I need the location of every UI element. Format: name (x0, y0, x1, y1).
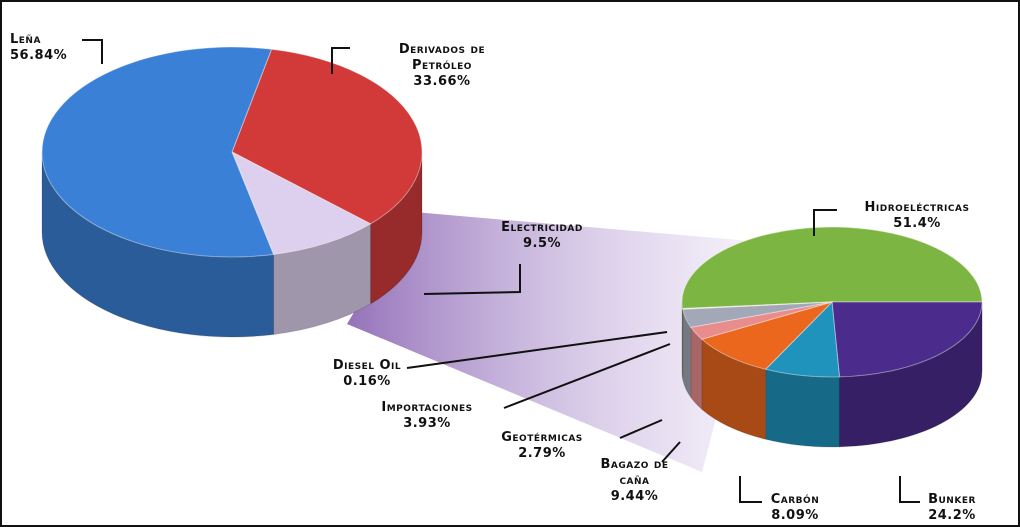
connector (347, 212, 762, 472)
leader-line (739, 476, 762, 503)
category-label: Derivados de Petróleo (398, 42, 486, 73)
pie-slice (689, 301, 833, 340)
category-label: Hidroeléctricas (864, 200, 970, 215)
slice-label: Bagazo de caña 9.44% (597, 457, 672, 505)
value-label: 24.2% (928, 508, 976, 523)
leader-line (813, 209, 837, 236)
pie-slice (681, 226, 983, 310)
pie-slice (231, 48, 423, 225)
pie-slice (700, 300, 834, 370)
value-label: 51.4% (893, 216, 941, 231)
category-label: Geotérmicas (501, 430, 583, 445)
leader-line (619, 419, 663, 439)
pie-slice-side (41, 151, 275, 338)
slice-label: Hidroeléctricas 51.4% (842, 200, 992, 232)
value-label: 9.44% (610, 489, 659, 504)
slice-label: Derivados de Petróleo 33.66% (377, 42, 507, 90)
slice-label: Geotérmicas 2.79% (482, 430, 602, 462)
leader-line (661, 441, 681, 463)
leader-line (899, 476, 920, 503)
pie-slice (41, 46, 275, 258)
value-label: 9.5% (522, 236, 562, 251)
slice-label: Carbón 8.09% (750, 492, 840, 524)
slice-label: Electricidad 9.5% (472, 220, 612, 252)
slice-label: Diesel Oil 0.16% (322, 358, 412, 390)
leader-line (503, 343, 671, 409)
category-label: Diesel Oil (332, 358, 402, 373)
value-label: 3.93% (403, 416, 451, 431)
pie-slice (681, 301, 833, 310)
category-label: Leña (10, 32, 41, 47)
category-label: Bagazo de caña (600, 457, 669, 488)
leader-line (406, 331, 668, 369)
leader-line (331, 47, 350, 74)
pie-slice-side (690, 325, 703, 411)
pie-slice (682, 301, 833, 328)
pie-slice (831, 301, 983, 378)
leader-line (82, 39, 103, 64)
value-label: 8.09% (771, 508, 819, 523)
slice-label: Importaciones 3.93% (352, 400, 502, 432)
leader-line (423, 264, 521, 295)
slice-label: Bunker 24.2% (907, 492, 997, 524)
value-label: 33.66% (413, 74, 471, 89)
category-label: Bunker (928, 492, 976, 507)
pie-slice-side (765, 368, 841, 448)
leader-lines (82, 39, 920, 503)
value-label: 2.79% (518, 446, 566, 461)
value-label: 56.84% (10, 48, 68, 63)
category-label: Electricidad (501, 220, 583, 235)
category-label: Carbón (770, 492, 820, 507)
slice-label: Leña 56.84% (10, 32, 80, 64)
value-label: 0.16% (343, 374, 391, 389)
category-label: Importaciones (381, 400, 473, 415)
pie-slice (231, 150, 372, 256)
pie-slice (764, 300, 841, 378)
